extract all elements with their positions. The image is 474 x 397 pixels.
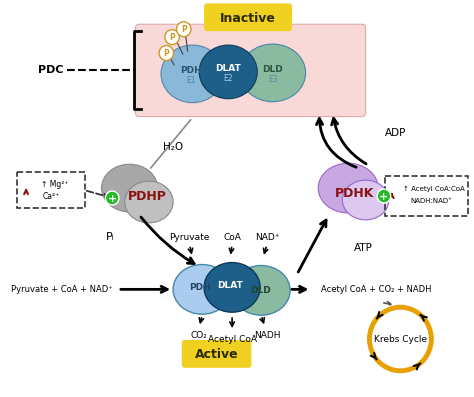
Text: ATP: ATP <box>354 243 373 252</box>
Ellipse shape <box>232 266 290 315</box>
Circle shape <box>159 46 173 60</box>
Circle shape <box>377 189 391 203</box>
Text: DLAT: DLAT <box>215 64 241 73</box>
Ellipse shape <box>240 44 306 102</box>
Text: P: P <box>164 49 169 58</box>
Text: NADH: NADH <box>254 331 280 339</box>
Text: PDHP: PDHP <box>128 189 166 202</box>
Text: P: P <box>169 33 175 42</box>
Text: CO₂: CO₂ <box>191 331 208 339</box>
Text: CoA: CoA <box>223 233 241 242</box>
Circle shape <box>165 30 179 44</box>
Text: PDC: PDC <box>37 65 63 75</box>
Ellipse shape <box>342 180 389 220</box>
Ellipse shape <box>204 262 260 312</box>
Text: H₂O: H₂O <box>163 143 183 152</box>
Text: Krebs Cycle: Krebs Cycle <box>374 335 427 343</box>
Text: +: + <box>108 194 117 204</box>
Text: E3: E3 <box>268 75 278 84</box>
Text: DLAT: DLAT <box>217 281 243 290</box>
Text: Acetyl CoA: Acetyl CoA <box>208 335 256 343</box>
Ellipse shape <box>199 45 257 99</box>
Ellipse shape <box>125 181 173 223</box>
Circle shape <box>105 191 119 205</box>
Text: +: + <box>379 192 389 202</box>
FancyBboxPatch shape <box>136 24 365 117</box>
Text: ADP: ADP <box>385 129 406 139</box>
Text: NAD⁺: NAD⁺ <box>255 233 279 242</box>
Text: Pyruvate + CoA + NAD⁺: Pyruvate + CoA + NAD⁺ <box>11 285 113 294</box>
Ellipse shape <box>173 264 231 314</box>
Text: PDHK: PDHK <box>335 187 374 200</box>
FancyBboxPatch shape <box>182 340 251 368</box>
Text: Acetyl CoA + CO₂ + NADH: Acetyl CoA + CO₂ + NADH <box>321 285 431 294</box>
Ellipse shape <box>101 164 158 212</box>
Ellipse shape <box>318 163 378 213</box>
Text: Inactive: Inactive <box>219 12 275 25</box>
Text: Pᵢ: Pᵢ <box>106 232 115 242</box>
Text: PDH: PDH <box>189 283 211 292</box>
Text: P: P <box>181 25 187 34</box>
Text: ↑ Mg²⁺: ↑ Mg²⁺ <box>41 179 69 189</box>
Text: NADH:NAD⁺: NADH:NAD⁺ <box>410 198 452 204</box>
Circle shape <box>369 307 431 371</box>
Text: Ca²⁺: Ca²⁺ <box>43 191 60 200</box>
Text: E2: E2 <box>223 74 233 83</box>
Text: DLD: DLD <box>250 286 271 295</box>
FancyBboxPatch shape <box>204 4 292 31</box>
Text: PDH: PDH <box>180 66 201 75</box>
Text: DLD: DLD <box>262 66 283 74</box>
Text: Active: Active <box>195 349 238 361</box>
Circle shape <box>176 22 191 37</box>
Text: ↑ Acetyl CoA:CoA: ↑ Acetyl CoA:CoA <box>403 186 465 192</box>
Text: Pyruvate: Pyruvate <box>169 233 210 242</box>
Ellipse shape <box>161 45 224 103</box>
Text: E1: E1 <box>186 76 195 85</box>
